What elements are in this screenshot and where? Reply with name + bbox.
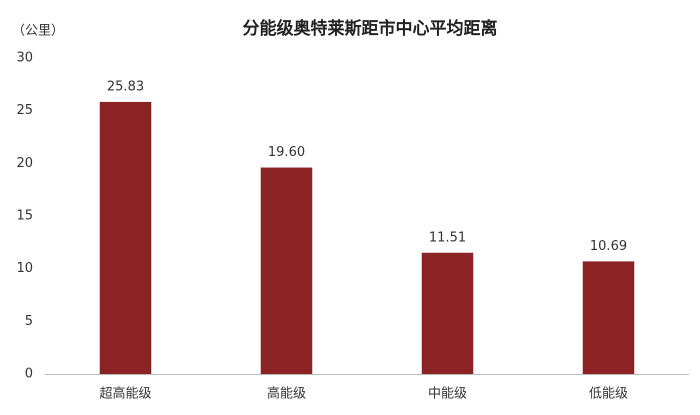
data-label: 19.60 (268, 145, 305, 160)
y-tick-label: 15 (16, 209, 33, 224)
x-tick-label: 低能级 (589, 387, 628, 402)
y-tick-label: 20 (16, 156, 33, 171)
y-tick-label: 10 (16, 261, 33, 276)
data-label: 10.69 (590, 239, 627, 254)
x-tick-label: 超高能级 (99, 386, 151, 402)
bar (99, 101, 152, 374)
x-tick-label: 高能级 (267, 386, 306, 402)
x-tick-label: 中能级 (428, 387, 467, 402)
y-tick-label: 25 (16, 103, 33, 118)
data-label: 25.83 (107, 79, 144, 94)
bar (421, 252, 474, 374)
y-axis-label: （公里） (12, 24, 64, 39)
y-tick-label: 0 (25, 367, 33, 382)
bar (582, 261, 635, 374)
y-tick-label: 30 (16, 51, 33, 66)
y-tick-label: 5 (25, 314, 33, 329)
data-label: 11.51 (429, 230, 466, 245)
bar (260, 167, 313, 374)
chart-title: 分能级奥特莱斯距市中心平均距离 (243, 18, 498, 39)
